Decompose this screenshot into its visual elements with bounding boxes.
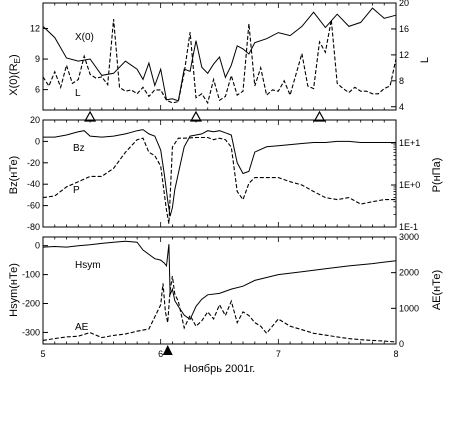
y-axis-label-left: Bz(нТе) [8, 156, 20, 194]
y-axis-label-left: Hsym(нТе) [8, 263, 20, 317]
series-l-line [42, 19, 397, 105]
y-tick-label-right: 8 [399, 76, 404, 86]
series-label-p: P [73, 185, 80, 196]
ylabel-part: X(0)(R [8, 63, 20, 95]
panel-frame [42, 119, 397, 228]
panel-frame [42, 236, 397, 345]
y-axis-label-right: P(нПа) [431, 158, 443, 193]
series-label-hsym: Hsym [75, 260, 101, 271]
y-tick-label-left: 20 [30, 115, 40, 125]
ylabel-part: ) [8, 54, 20, 58]
y-tick-label-left: 0 [35, 136, 40, 146]
y-axis-label-right: AE(нТе) [431, 270, 443, 310]
onset-marker-triangle [162, 345, 173, 355]
y-tick-label-right: 12 [399, 50, 409, 60]
y-tick-label-right: 16 [399, 24, 409, 34]
y-tick-label-left: 9 [35, 54, 40, 64]
y-tick-label-left: -60 [27, 201, 40, 211]
y-tick-label-right: 20 [399, 0, 409, 8]
y-tick-label-right: 3000 [399, 232, 419, 242]
series-p-line [42, 136, 396, 224]
y-tick-label-left: -40 [27, 179, 40, 189]
y-tick-label-right: 1E-1 [399, 222, 418, 232]
x-tick-label: 5 [40, 349, 45, 359]
series-x0-line [42, 7, 397, 102]
series-bz-line [43, 129, 396, 217]
event-marker-triangle [313, 110, 326, 122]
y-tick-label-left: -100 [22, 270, 40, 280]
y-tick-label-left: -20 [27, 158, 40, 168]
y-tick-label-right: 1000 [399, 303, 419, 313]
series-hsym-line [42, 240, 397, 321]
y-tick-label-right: 0 [399, 339, 404, 349]
y-tick-label-left: -200 [22, 299, 40, 309]
series-label-l: L [75, 88, 81, 99]
y-axis-label-right: L [419, 57, 431, 63]
y-tick-label-right: 2000 [399, 268, 419, 278]
y-axis-label-left: X(0)(RE) [8, 54, 22, 95]
y-tick-label-left: 0 [35, 241, 40, 251]
y-tick-label-left: -300 [22, 327, 40, 337]
series-label-bz: Bz [73, 143, 85, 154]
y-tick-label-left: -80 [27, 222, 40, 232]
ylabel-subscript: E [13, 58, 22, 63]
y-tick-label-right: 1E+1 [399, 138, 420, 148]
y-tick-label-right: 1E+0 [399, 180, 420, 190]
x-tick-label: 8 [393, 349, 398, 359]
y-tick-label-left: 12 [30, 23, 40, 33]
x-axis-label: Ноябрь 2001г. [184, 363, 255, 375]
series-label-ae: AE [75, 322, 89, 333]
series-label-x0: X(0) [75, 32, 94, 43]
x-tick-label: 6 [158, 349, 163, 359]
y-tick-label-right: 4 [399, 102, 404, 112]
x-tick-label: 7 [276, 349, 281, 359]
series-ae-line [42, 276, 397, 343]
y-tick-label-left: 6 [35, 85, 40, 95]
